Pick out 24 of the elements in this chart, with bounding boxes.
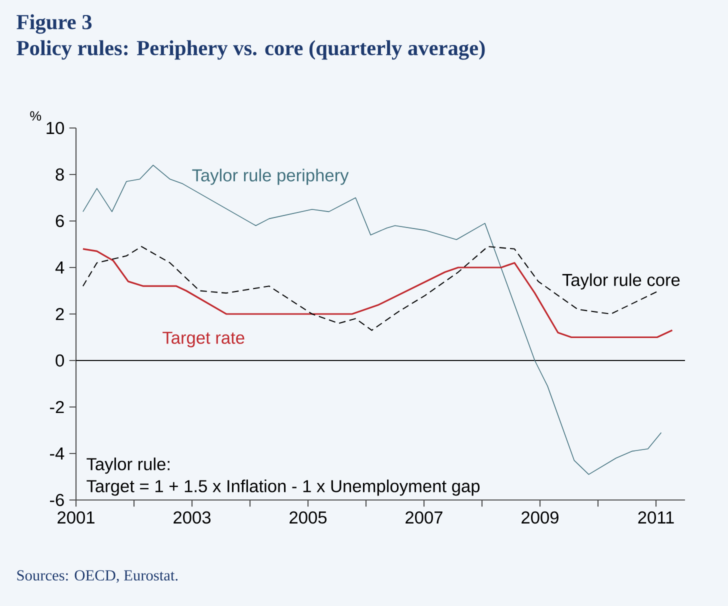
- y-tick-label: -4: [50, 448, 64, 460]
- x-tick-label: 2007: [406, 511, 442, 524]
- series-label: Taylor rule periphery: [192, 168, 349, 185]
- x-tick-label: 2003: [174, 511, 211, 524]
- y-tick-label: 4: [55, 262, 64, 274]
- x-tick-label: 2005: [290, 511, 327, 524]
- series-label: Target rate: [162, 332, 244, 348]
- chart-title: Figure 3: [16, 14, 92, 34]
- x-tick-label: 2009: [522, 511, 558, 524]
- source-note: Sources: OECD, Eurostat.: [17, 570, 178, 583]
- series-label: Taylor rule core: [562, 273, 680, 290]
- x-tick-label: 2001: [58, 511, 94, 524]
- y-tick-label: -2: [50, 400, 64, 414]
- annotation: Target = 1 + 1.5 x Inflation - 1 x Unemployment gap: [86, 480, 480, 496]
- x-tick-label: 2011: [638, 511, 674, 524]
- y-tick-label: 0: [56, 354, 64, 367]
- y-tick-label: 6: [56, 214, 64, 228]
- y-tick-label: 10: [46, 122, 64, 134]
- y-tick-label: 2: [56, 308, 64, 320]
- annotation: Taylor rule:: [86, 458, 170, 474]
- y-tick-label: 8: [56, 168, 64, 181]
- y-axis-title: %: [30, 111, 42, 121]
- chart-subtitle: Policy rules: Periphery vs. core (quarterly average): [16, 40, 485, 60]
- y-tick-label: -6: [50, 494, 64, 506]
